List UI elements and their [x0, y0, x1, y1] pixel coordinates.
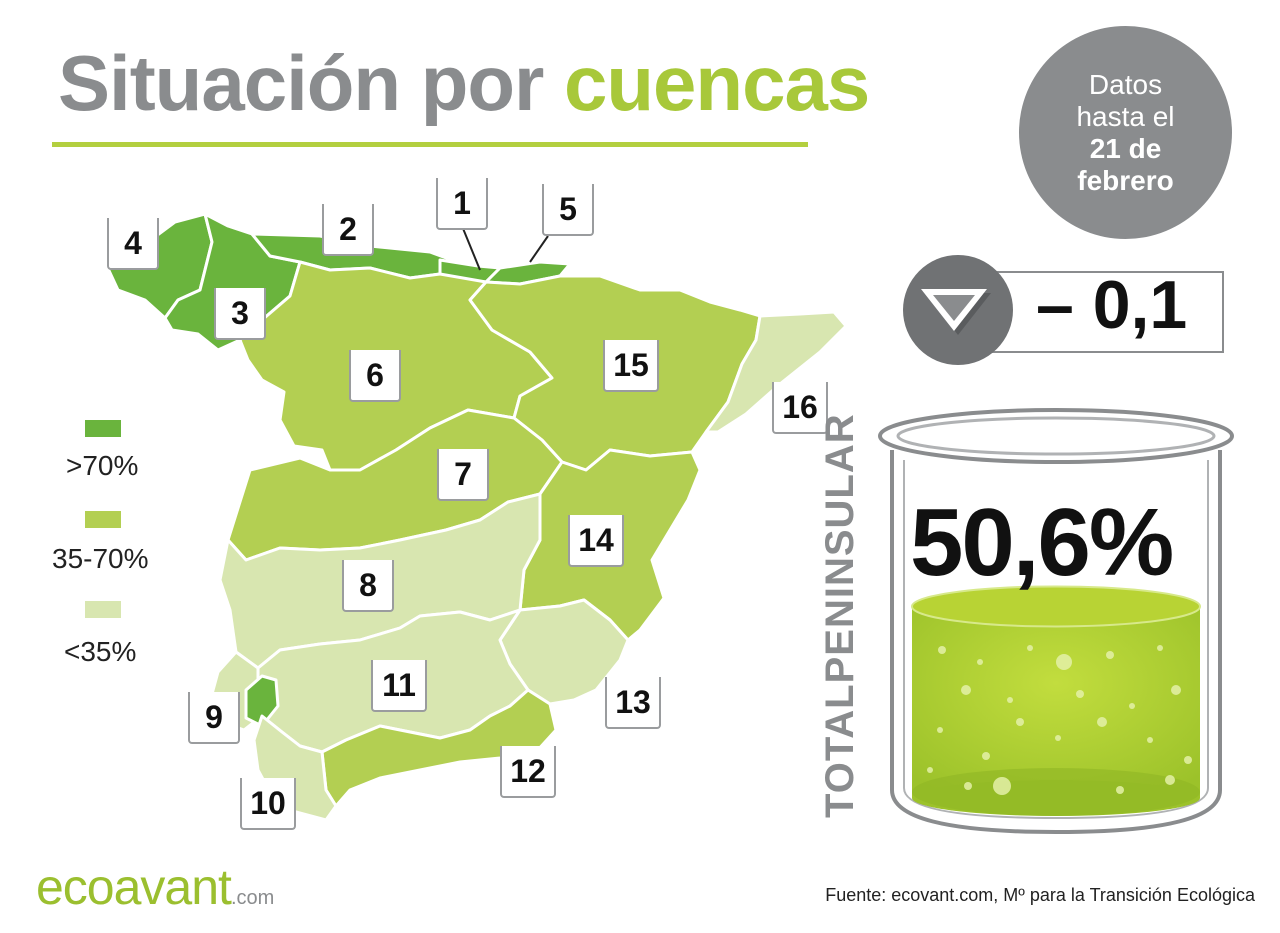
legend-swatch-high	[85, 420, 121, 437]
basin-tag-5: 5	[542, 184, 594, 236]
date-line-1: Datos	[1088, 68, 1163, 100]
basin-tag-14: 14	[568, 515, 624, 567]
total-percentage: 50,6%	[910, 489, 1174, 596]
basin-tag-7: 7	[437, 449, 489, 501]
date-badge: Datos hasta el 21 de febrero	[1019, 26, 1232, 239]
legend-swatch-mid	[85, 511, 121, 528]
basin-tag-8: 8	[342, 560, 394, 612]
ecoavant-logo[interactable]: ecoavant.com	[36, 858, 274, 916]
legend-label-mid: 35-70%	[52, 543, 149, 574]
basin-tag-16: 16	[772, 382, 828, 434]
region-12	[320, 688, 558, 808]
change-box	[992, 271, 1224, 353]
basin-tag-13: 13	[605, 677, 661, 729]
basin-tag-15: 15	[603, 340, 659, 392]
change-indicator	[903, 255, 1013, 365]
legend-swatch-low	[85, 601, 121, 618]
basin-tag-10: 10	[240, 778, 296, 830]
reservoir-jar	[878, 408, 1234, 835]
reservoir-liquid	[911, 585, 1201, 816]
date-line-2: hasta el	[1076, 100, 1175, 132]
legend-label-high: >70%	[66, 450, 139, 481]
title-underline	[52, 142, 808, 147]
source-note: Fuente: ecovant.com, Mº para la Transici…	[825, 885, 1255, 905]
total-label: TOTALPENINSULAR	[818, 413, 862, 818]
basin-tag-2: 2	[322, 204, 374, 256]
logo-suffix: .com	[230, 887, 275, 909]
logo-main: ecoavant	[36, 859, 232, 915]
down-arrow-icon	[921, 289, 991, 335]
title-part1: Situación por	[58, 39, 544, 127]
basin-tag-1: 1	[436, 178, 488, 230]
legend-label-low: <35%	[64, 636, 137, 667]
basin-tag-9: 9	[188, 692, 240, 744]
date-line-3: 21 de	[1089, 132, 1162, 164]
page-title: Situación por cuencas	[58, 38, 870, 129]
basin-tag-11: 11	[371, 660, 427, 712]
basin-tag-4: 4	[107, 218, 159, 270]
region-9-reservoir	[244, 674, 280, 728]
title-part2: cuencas	[564, 39, 870, 127]
change-value: – 0,1	[1036, 267, 1188, 343]
basin-tag-6: 6	[349, 350, 401, 402]
region-16	[704, 310, 848, 434]
basin-tag-12: 12	[500, 746, 556, 798]
date-line-4: febrero	[1077, 164, 1174, 196]
basin-tag-3: 3	[214, 288, 266, 340]
